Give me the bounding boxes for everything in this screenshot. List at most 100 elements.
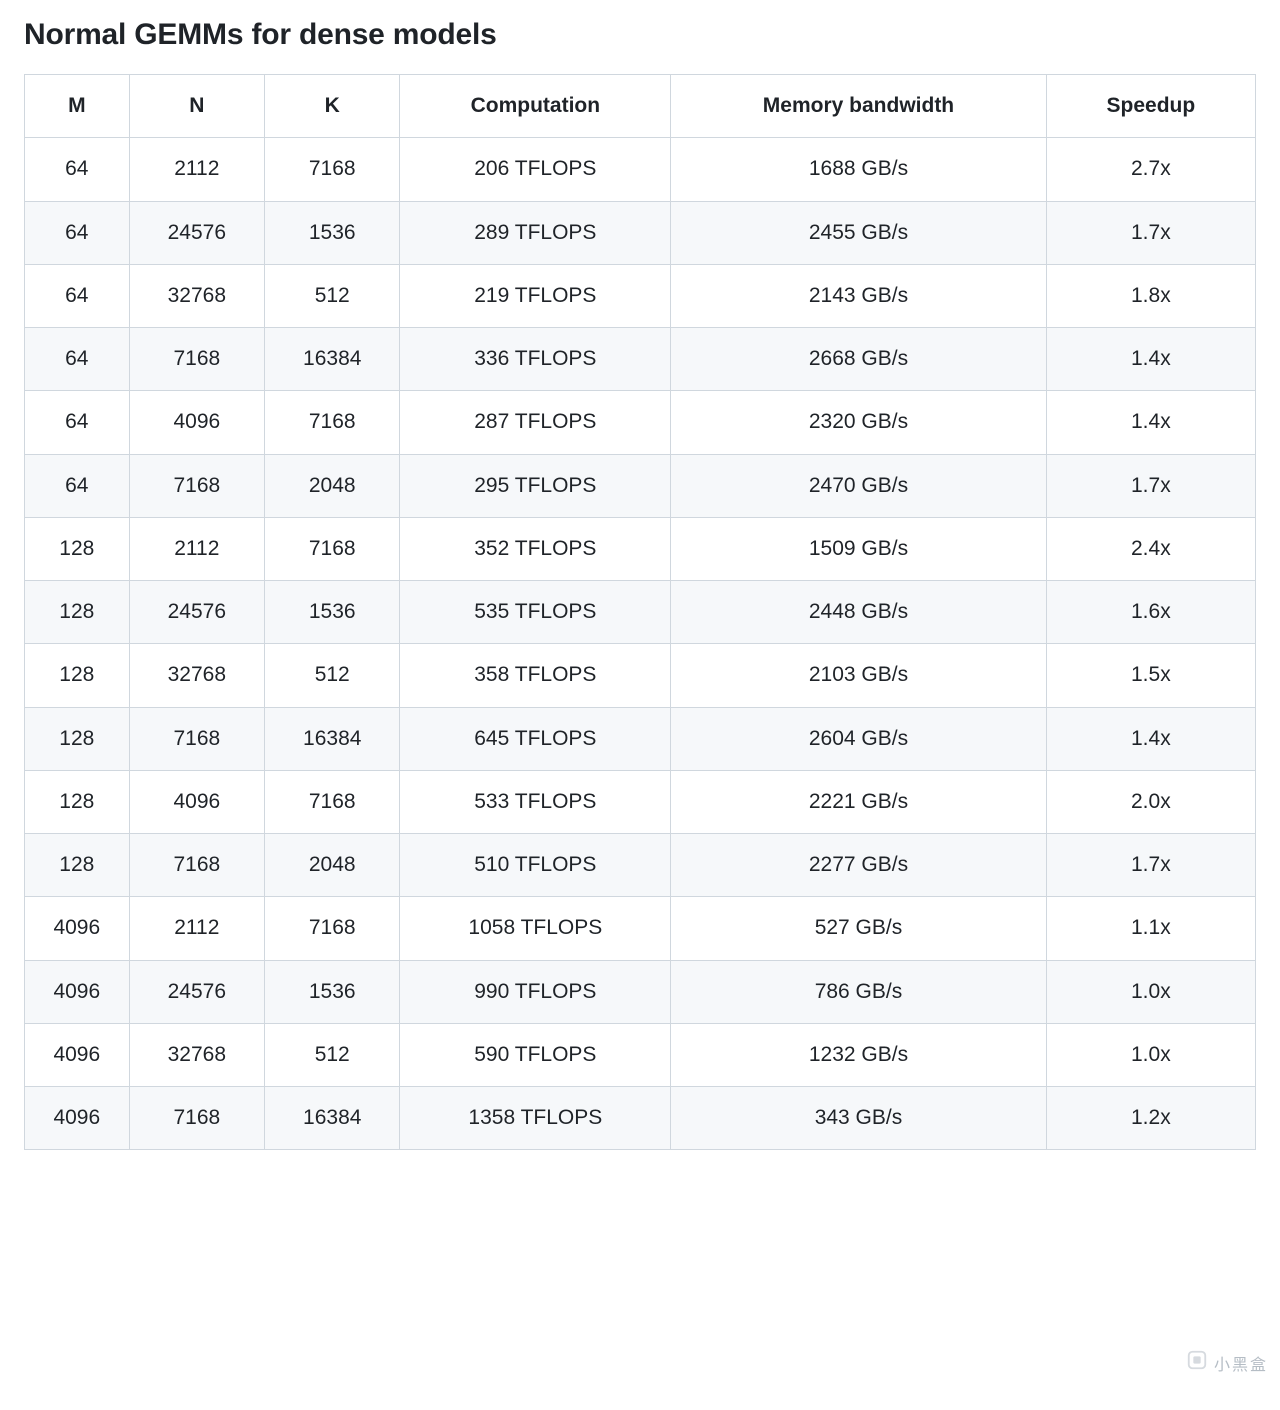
table-cell: 1.4x (1046, 707, 1255, 770)
table-row: 64245761536289 TFLOPS2455 GB/s1.7x (25, 201, 1256, 264)
table-row: 12821127168352 TFLOPS1509 GB/s2.4x (25, 517, 1256, 580)
table-cell: 2103 GB/s (671, 644, 1046, 707)
table-cell: 24576 (129, 960, 264, 1023)
table-row: 6440967168287 TFLOPS2320 GB/s1.4x (25, 391, 1256, 454)
table-cell: 7168 (265, 138, 400, 201)
table-cell: 2.4x (1046, 517, 1255, 580)
table-cell: 128 (25, 770, 130, 833)
table-cell: 1536 (265, 960, 400, 1023)
table-header-cell: M (25, 75, 130, 138)
table-row: 12832768512358 TFLOPS2103 GB/s1.5x (25, 644, 1256, 707)
table-cell: 16384 (265, 328, 400, 391)
table-cell: 1688 GB/s (671, 138, 1046, 201)
table-cell: 512 (265, 1023, 400, 1086)
table-cell: 358 TFLOPS (400, 644, 671, 707)
table-cell: 7168 (129, 1087, 264, 1150)
table-cell: 1.6x (1046, 581, 1255, 644)
watermark-text: 小黑盒 (1214, 1351, 1268, 1375)
table-cell: 7168 (129, 328, 264, 391)
table-cell: 990 TFLOPS (400, 960, 671, 1023)
table-cell: 1.7x (1046, 834, 1255, 897)
table-cell: 590 TFLOPS (400, 1023, 671, 1086)
table-cell: 4096 (25, 1023, 130, 1086)
table-cell: 1536 (265, 581, 400, 644)
table-cell: 64 (25, 201, 130, 264)
table-row: 6471682048295 TFLOPS2470 GB/s1.7x (25, 454, 1256, 517)
table-cell: 7168 (265, 391, 400, 454)
table-cell: 2221 GB/s (671, 770, 1046, 833)
table-row: 12871682048510 TFLOPS2277 GB/s1.7x (25, 834, 1256, 897)
table-cell: 2048 (265, 454, 400, 517)
table-cell: 64 (25, 454, 130, 517)
table-cell: 128 (25, 834, 130, 897)
table-cell: 1058 TFLOPS (400, 897, 671, 960)
table-cell: 527 GB/s (671, 897, 1046, 960)
table-cell: 336 TFLOPS (400, 328, 671, 391)
table-cell: 1536 (265, 201, 400, 264)
gemm-table: MNKComputationMemory bandwidthSpeedup 64… (24, 74, 1256, 1150)
table-cell: 2320 GB/s (671, 391, 1046, 454)
table-cell: 1.8x (1046, 264, 1255, 327)
table-cell: 219 TFLOPS (400, 264, 671, 327)
table-cell: 7168 (265, 517, 400, 580)
table-header-cell: Computation (400, 75, 671, 138)
table-cell: 1.1x (1046, 897, 1255, 960)
table-cell: 128 (25, 644, 130, 707)
table-cell: 1.5x (1046, 644, 1255, 707)
table-cell: 2112 (129, 138, 264, 201)
table-cell: 1.0x (1046, 1023, 1255, 1086)
page-title: Normal GEMMs for dense models (24, 18, 1256, 52)
table-row: 6432768512219 TFLOPS2143 GB/s1.8x (25, 264, 1256, 327)
table-cell: 4096 (25, 897, 130, 960)
table-cell: 1509 GB/s (671, 517, 1046, 580)
table-row: 4096245761536990 TFLOPS786 GB/s1.0x (25, 960, 1256, 1023)
table-cell: 1232 GB/s (671, 1023, 1046, 1086)
table-cell: 1.7x (1046, 454, 1255, 517)
table-header-cell: K (265, 75, 400, 138)
table-cell: 289 TFLOPS (400, 201, 671, 264)
table-cell: 32768 (129, 264, 264, 327)
table-cell: 2455 GB/s (671, 201, 1046, 264)
table-body: 6421127168206 TFLOPS1688 GB/s2.7x6424576… (25, 138, 1256, 1150)
table-cell: 4096 (25, 960, 130, 1023)
table-cell: 533 TFLOPS (400, 770, 671, 833)
table-cell: 535 TFLOPS (400, 581, 671, 644)
table-cell: 128 (25, 581, 130, 644)
table-cell: 24576 (129, 581, 264, 644)
table-cell: 2.7x (1046, 138, 1255, 201)
table-cell: 1.0x (1046, 960, 1255, 1023)
table-cell: 2470 GB/s (671, 454, 1046, 517)
table-cell: 645 TFLOPS (400, 707, 671, 770)
table-cell: 1.2x (1046, 1087, 1255, 1150)
table-cell: 1.7x (1046, 201, 1255, 264)
table-cell: 4096 (129, 770, 264, 833)
table-cell: 2668 GB/s (671, 328, 1046, 391)
table-cell: 64 (25, 138, 130, 201)
table-cell: 16384 (265, 707, 400, 770)
table-cell: 206 TFLOPS (400, 138, 671, 201)
table-cell: 64 (25, 264, 130, 327)
table-row: 40967168163841358 TFLOPS343 GB/s1.2x (25, 1087, 1256, 1150)
table-row: 64716816384336 TFLOPS2668 GB/s1.4x (25, 328, 1256, 391)
table-cell: 1.4x (1046, 328, 1255, 391)
table-cell: 2.0x (1046, 770, 1255, 833)
table-cell: 7168 (129, 707, 264, 770)
table-cell: 2604 GB/s (671, 707, 1046, 770)
table-cell: 7168 (129, 454, 264, 517)
table-cell: 7168 (265, 897, 400, 960)
table-cell: 2143 GB/s (671, 264, 1046, 327)
table-cell: 2112 (129, 897, 264, 960)
table-cell: 512 (265, 644, 400, 707)
table-cell: 2277 GB/s (671, 834, 1046, 897)
table-header-cell: N (129, 75, 264, 138)
table-cell: 32768 (129, 644, 264, 707)
table-cell: 128 (25, 517, 130, 580)
table-cell: 2112 (129, 517, 264, 580)
table-cell: 2448 GB/s (671, 581, 1046, 644)
table-cell: 7168 (265, 770, 400, 833)
table-cell: 16384 (265, 1087, 400, 1150)
table-cell: 4096 (129, 391, 264, 454)
table-cell: 24576 (129, 201, 264, 264)
table-cell: 1358 TFLOPS (400, 1087, 671, 1150)
table-cell: 512 (265, 264, 400, 327)
